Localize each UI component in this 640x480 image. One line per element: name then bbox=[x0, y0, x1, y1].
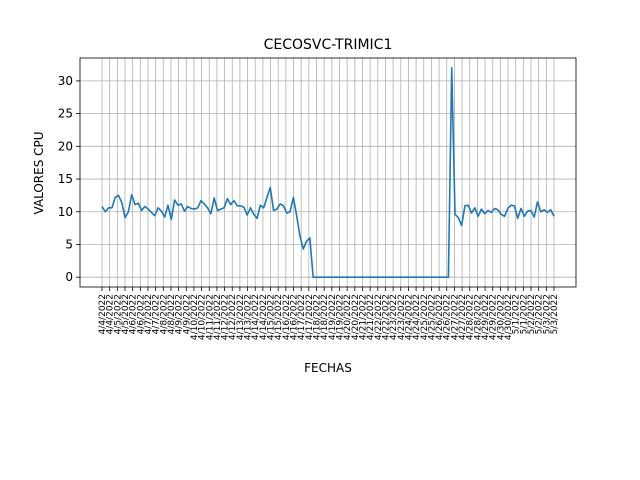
x-tick-label: 4/7/2022 bbox=[144, 294, 154, 334]
x-tick-label: 4/18/2022 bbox=[320, 294, 330, 340]
x-tick-label: 5/3/2022 bbox=[550, 294, 560, 334]
x-tick-label: 4/16/2022 bbox=[290, 294, 300, 340]
plot-frame bbox=[79, 57, 577, 288]
x-tick-label: 4/26/2022 bbox=[443, 294, 453, 340]
x-tick-label: 4/30/2022 bbox=[504, 294, 514, 340]
x-tick-label: 4/13/2022 bbox=[244, 294, 254, 340]
x-tick-label: 4/20/2022 bbox=[351, 294, 361, 340]
x-tick-label: 4/28/2022 bbox=[473, 294, 483, 340]
x-tick-label: 4/27/2022 bbox=[450, 294, 460, 340]
x-tick-label: 4/29/2022 bbox=[481, 294, 491, 340]
y-tick-label: 5 bbox=[65, 237, 73, 251]
cpu-series-line bbox=[101, 67, 555, 278]
x-tick-label: 4/22/2022 bbox=[381, 294, 391, 340]
x-tick-label: 4/6/2022 bbox=[129, 294, 139, 334]
x-tick-label: 4/16/2022 bbox=[282, 294, 292, 340]
x-axis-ticks: 4/4/20224/4/20224/5/20224/5/20224/6/2022… bbox=[98, 287, 560, 340]
x-tick-label: 4/14/2022 bbox=[259, 294, 269, 340]
x-tick-label: 4/12/2022 bbox=[221, 294, 231, 340]
y-axis-ticks: 0 5 10 15 20 25 30 bbox=[58, 74, 80, 284]
x-tick-label: 4/7/2022 bbox=[152, 294, 162, 334]
x-tick-label: 4/4/2022 bbox=[98, 294, 108, 334]
y-tick-label: 0 bbox=[65, 270, 73, 284]
x-tick-label: 4/23/2022 bbox=[389, 294, 399, 340]
x-tick-label: 4/19/2022 bbox=[335, 294, 345, 340]
x-tick-label: 4/26/2022 bbox=[435, 294, 445, 340]
chart-title: CECOSVC-TRIMIC1 bbox=[264, 37, 393, 53]
x-tick-label: 5/1/2022 bbox=[512, 294, 522, 334]
x-tick-label: 4/17/2022 bbox=[297, 294, 307, 340]
x-tick-label: 4/30/2022 bbox=[496, 294, 506, 340]
y-axis-label: VALORES CPU bbox=[32, 131, 46, 214]
x-tick-label: 5/2/2022 bbox=[527, 294, 537, 334]
y-tick-label: 30 bbox=[58, 74, 73, 88]
x-tick-label: 4/15/2022 bbox=[267, 294, 277, 340]
y-tick-label: 10 bbox=[58, 205, 73, 219]
x-tick-label: 5/2/2022 bbox=[535, 294, 545, 334]
x-tick-label: 4/18/2022 bbox=[313, 294, 323, 340]
y-tick-label: 20 bbox=[58, 139, 73, 153]
x-tick-label: 4/5/2022 bbox=[113, 294, 123, 334]
x-tick-label: 4/22/2022 bbox=[374, 294, 384, 340]
x-tick-label: 4/5/2022 bbox=[121, 294, 131, 334]
x-tick-label: 4/9/2022 bbox=[175, 294, 185, 334]
x-axis-label: FECHAS bbox=[304, 361, 352, 375]
x-tick-label: 4/10/2022 bbox=[198, 294, 208, 340]
x-tick-label: 4/11/2022 bbox=[213, 294, 223, 340]
x-tick-label: 4/29/2022 bbox=[489, 294, 499, 340]
y-tick-label: 15 bbox=[58, 172, 73, 186]
series-line bbox=[101, 67, 555, 278]
x-tick-label: 4/12/2022 bbox=[228, 294, 238, 340]
y-tick-label: 25 bbox=[58, 107, 73, 121]
x-tick-label: 4/25/2022 bbox=[427, 294, 437, 340]
x-tick-label: 4/14/2022 bbox=[251, 294, 261, 340]
x-tick-label: 4/8/2022 bbox=[167, 294, 177, 334]
x-tick-label: 4/8/2022 bbox=[159, 294, 169, 334]
x-tick-label: 4/24/2022 bbox=[404, 294, 414, 340]
x-tick-label: 4/17/2022 bbox=[305, 294, 315, 340]
x-tick-label: 4/20/2022 bbox=[343, 294, 353, 340]
x-tick-label: 4/6/2022 bbox=[136, 294, 146, 334]
x-tick-label: 4/13/2022 bbox=[236, 294, 246, 340]
x-tick-label: 5/1/2022 bbox=[519, 294, 529, 334]
x-tick-label: 4/24/2022 bbox=[412, 294, 422, 340]
grid bbox=[80, 58, 576, 287]
x-tick-label: 4/28/2022 bbox=[466, 294, 476, 340]
x-tick-label: 4/11/2022 bbox=[205, 294, 215, 340]
x-tick-label: 4/27/2022 bbox=[458, 294, 468, 340]
x-tick-label: 4/21/2022 bbox=[366, 294, 376, 340]
x-tick-label: 4/10/2022 bbox=[190, 294, 200, 340]
x-tick-label: 4/21/2022 bbox=[358, 294, 368, 340]
x-tick-label: 5/3/2022 bbox=[542, 294, 552, 334]
x-tick-label: 4/15/2022 bbox=[274, 294, 284, 340]
x-tick-label: 4/23/2022 bbox=[397, 294, 407, 340]
x-tick-label: 4/25/2022 bbox=[420, 294, 430, 340]
x-tick-label: 4/4/2022 bbox=[106, 294, 116, 334]
x-tick-label: 4/9/2022 bbox=[182, 294, 192, 334]
x-tick-label: 4/19/2022 bbox=[328, 294, 338, 340]
